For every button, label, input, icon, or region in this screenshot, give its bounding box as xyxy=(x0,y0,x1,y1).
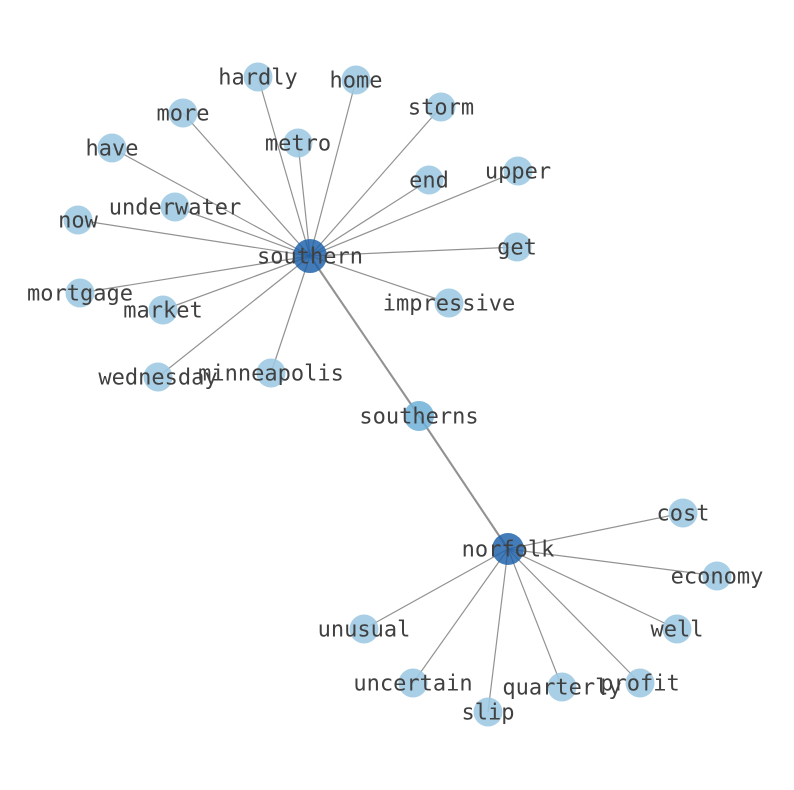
edge-southern-southerns xyxy=(309,255,420,417)
node-label-get: get xyxy=(497,236,537,261)
node-get xyxy=(502,232,532,262)
edge-norfolk-economy xyxy=(507,548,718,577)
node-label-well: well xyxy=(651,618,704,643)
edge-southern-upper xyxy=(309,170,519,257)
node-now xyxy=(63,205,93,235)
node-label-norfolk: norfolk xyxy=(462,538,555,563)
node-minneapolis xyxy=(256,358,286,388)
node-well xyxy=(662,614,692,644)
edge-southern-have xyxy=(111,147,311,257)
edge-southern-end xyxy=(309,179,430,257)
edge-southern-minneapolis xyxy=(270,255,311,374)
node-label-more: more xyxy=(157,102,210,127)
node-label-minneapolis: minneapolis xyxy=(198,362,344,387)
edge-norfolk-well xyxy=(507,548,678,630)
edge-southern-hardly xyxy=(257,76,311,257)
edge-southern-impressive xyxy=(309,255,450,304)
node-metro xyxy=(283,128,313,158)
node-label-unusual: unusual xyxy=(318,618,411,643)
node-label-now: now xyxy=(58,209,98,234)
node-slip xyxy=(473,697,503,727)
node-market xyxy=(148,295,178,325)
node-profit xyxy=(625,668,655,698)
edge-southern-wednesday xyxy=(157,255,311,378)
edge-norfolk-profit xyxy=(507,548,641,684)
node-label-underwater: underwater xyxy=(109,196,241,221)
node-norfolk xyxy=(492,533,524,565)
node-unusual xyxy=(349,614,379,644)
node-label-profit: profit xyxy=(600,672,679,697)
node-label-impressive: impressive xyxy=(383,292,515,317)
node-impressive xyxy=(434,288,464,318)
edge-norfolk-cost xyxy=(507,512,684,550)
edge-southern-more xyxy=(182,112,311,257)
node-storm xyxy=(426,92,456,122)
node-quarterly xyxy=(547,672,577,702)
edge-norfolk-uncertain xyxy=(412,548,509,684)
edge-norfolk-slip xyxy=(487,548,509,713)
node-label-storm: storm xyxy=(408,96,474,121)
node-label-upper: upper xyxy=(485,160,551,185)
edge-southern-mortgage xyxy=(79,255,311,294)
node-wednesday xyxy=(143,362,173,392)
node-label-cost: cost xyxy=(657,502,710,527)
node-home xyxy=(341,65,371,95)
node-label-slip: slip xyxy=(462,701,515,726)
node-label-quarterly: quarterly xyxy=(502,676,621,701)
node-label-market: market xyxy=(123,299,202,324)
node-uncertain xyxy=(398,668,428,698)
edge-southern-market xyxy=(162,255,311,311)
node-label-metro: metro xyxy=(265,132,331,157)
node-label-uncertain: uncertain xyxy=(353,672,472,697)
edge-norfolk-unusual xyxy=(363,548,509,630)
node-have xyxy=(97,133,127,163)
edge-southern-now xyxy=(77,219,311,257)
edge-southern-metro xyxy=(297,142,311,257)
node-upper xyxy=(503,156,533,186)
edge-southern-get xyxy=(309,246,518,257)
node-economy xyxy=(702,561,732,591)
node-underwater xyxy=(160,192,190,222)
node-southerns xyxy=(404,401,434,431)
edge-southern-storm xyxy=(309,106,442,257)
node-cost xyxy=(668,498,698,528)
node-label-economy: economy xyxy=(671,565,764,590)
node-label-southerns: southerns xyxy=(359,405,478,430)
node-end xyxy=(414,165,444,195)
edge-southern-home xyxy=(309,79,357,257)
edge-southern-underwater xyxy=(174,206,311,257)
node-mortgage xyxy=(65,278,95,308)
node-label-have: have xyxy=(86,137,139,162)
node-label-hardly: hardly xyxy=(218,66,297,91)
node-label-end: end xyxy=(409,169,449,194)
node-label-southern: southern xyxy=(257,245,363,270)
node-southern xyxy=(293,239,327,273)
node-more xyxy=(168,98,198,128)
edge-southerns-norfolk xyxy=(418,415,509,550)
node-label-home: home xyxy=(330,69,383,94)
node-label-wednesday: wednesday xyxy=(98,366,217,391)
node-label-mortgage: mortgage xyxy=(27,282,133,307)
edge-norfolk-quarterly xyxy=(507,548,563,688)
node-hardly xyxy=(243,62,273,92)
